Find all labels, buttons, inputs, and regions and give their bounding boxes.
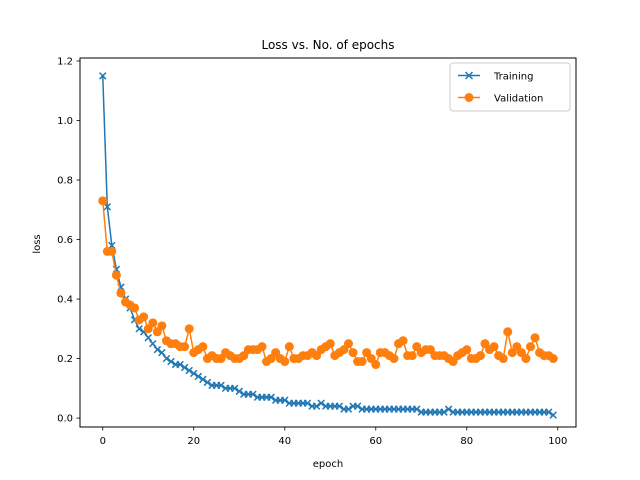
validation-point xyxy=(548,354,558,364)
validation-point xyxy=(525,342,535,352)
plot-area xyxy=(79,57,577,428)
legend: Training Validation xyxy=(449,62,571,112)
training-point xyxy=(217,381,225,390)
validation-point xyxy=(148,318,158,328)
training-point xyxy=(162,354,171,363)
x-tick-label: 100 xyxy=(548,436,567,447)
validation-point xyxy=(257,342,267,352)
training-point xyxy=(144,333,152,342)
y-tick-label: 1.2 xyxy=(57,56,73,67)
y-tick-label: 0.4 xyxy=(57,295,73,306)
validation-point xyxy=(180,342,190,352)
training-point xyxy=(153,345,162,354)
y-tick-label: 0.6 xyxy=(57,235,73,246)
validation-point xyxy=(475,351,485,361)
validation-point xyxy=(284,342,294,352)
x-tick-label: 60 xyxy=(369,436,382,447)
validation-point xyxy=(107,246,117,256)
training-point xyxy=(99,72,107,80)
validation-point xyxy=(462,345,472,355)
validation-point xyxy=(530,333,540,343)
training-point xyxy=(413,405,421,413)
training-point xyxy=(335,402,344,410)
training-point xyxy=(158,348,166,357)
training-point xyxy=(249,390,257,398)
training-point xyxy=(149,339,157,348)
training-point xyxy=(281,396,289,404)
training-point xyxy=(203,378,212,387)
validation-point xyxy=(198,342,208,352)
validation-point xyxy=(157,321,167,331)
training-point xyxy=(549,411,557,419)
validation-point xyxy=(184,324,194,334)
training-point xyxy=(167,357,175,366)
training-point xyxy=(353,402,362,410)
y-axis-label: loss xyxy=(32,234,43,253)
validation-point xyxy=(357,357,367,367)
validation-point xyxy=(98,196,108,206)
y-tick-label: 0.8 xyxy=(57,176,73,187)
validation-series xyxy=(98,196,558,370)
validation-point xyxy=(130,303,140,313)
validation-point xyxy=(325,339,335,349)
validation-point xyxy=(371,360,381,370)
training-point xyxy=(444,405,453,413)
training-point xyxy=(317,399,325,407)
training-point xyxy=(185,366,193,375)
series-layer xyxy=(98,72,558,419)
training-point xyxy=(267,393,275,401)
x-tick-label: 0 xyxy=(100,436,106,447)
validation-point xyxy=(503,327,513,337)
training-point xyxy=(176,360,184,369)
x-tick-label: 20 xyxy=(187,436,200,447)
training-point xyxy=(135,325,143,333)
y-axis: 0.0 0.2 0.4 0.6 0.8 1.0 1.2 xyxy=(57,56,80,425)
x-axis: 0 20 40 60 80 100 xyxy=(100,427,567,447)
axes-frame xyxy=(79,57,577,428)
training-series-line xyxy=(102,75,554,416)
training-point xyxy=(230,384,239,393)
validation-point xyxy=(111,270,121,280)
training-point xyxy=(312,402,321,410)
legend-training-marker xyxy=(464,71,474,80)
validation-point xyxy=(489,342,499,352)
x-axis-label: epoch xyxy=(313,459,343,470)
training-point xyxy=(199,375,207,384)
training-series xyxy=(99,72,557,419)
legend-training-label: Training xyxy=(493,72,533,83)
validation-point xyxy=(521,354,531,364)
y-tick-label: 1.0 xyxy=(57,116,73,127)
chart-title: Loss vs. No. of epochs xyxy=(261,38,394,52)
x-tick-label: 80 xyxy=(460,436,473,447)
legend-validation-marker xyxy=(464,93,474,102)
validation-point xyxy=(389,354,399,364)
training-point xyxy=(544,408,553,416)
training-point xyxy=(440,408,448,416)
training-point xyxy=(194,372,203,381)
training-point xyxy=(103,203,112,211)
training-point xyxy=(235,387,243,396)
training-point xyxy=(190,369,198,378)
y-tick-label: 0.2 xyxy=(57,354,73,365)
training-point xyxy=(303,399,312,407)
training-point xyxy=(344,405,353,413)
validation-point xyxy=(139,312,149,322)
validation-point xyxy=(280,357,290,367)
validation-point xyxy=(116,288,126,298)
y-tick-label: 0.0 xyxy=(57,414,73,425)
validation-point xyxy=(348,348,358,358)
validation-point xyxy=(498,354,508,364)
training-point xyxy=(180,363,189,372)
validation-point xyxy=(398,336,408,346)
validation-point xyxy=(407,351,417,361)
x-tick-label: 40 xyxy=(278,436,291,447)
validation-point xyxy=(343,339,353,349)
legend-validation-label: Validation xyxy=(494,94,543,105)
